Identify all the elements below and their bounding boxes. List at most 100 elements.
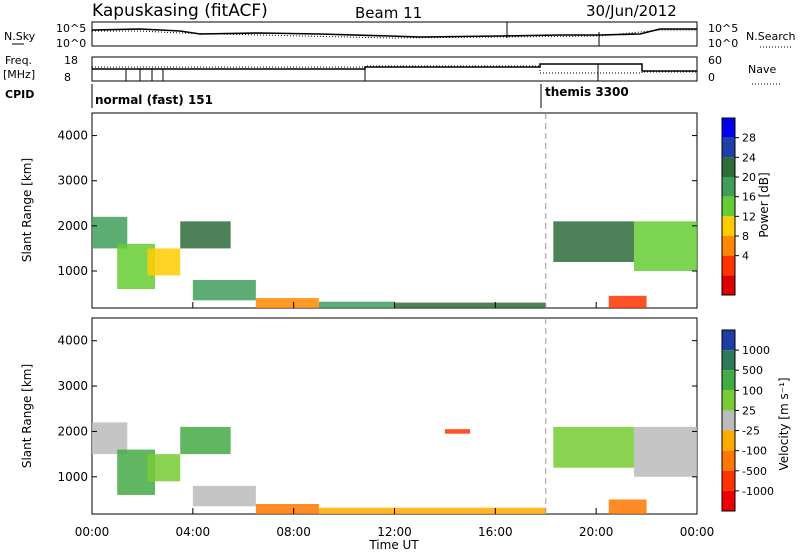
power-colorbar-tick: 12 [742,210,756,223]
power-colorbar-tick: 24 [742,151,756,164]
velocity-colorbar-tick: -1000 [742,485,774,498]
x-tick-label: 00:00 [75,525,110,539]
velocity-plot-frame [91,317,698,515]
velocity-colorbar: 1000 500 100 25 -25 -100 -500 -1000 Velocity [m… [721,329,791,512]
power-region-2 [147,248,181,276]
power-ylabel: Slant Range [km] [20,158,34,262]
x-tick-label: 12:00 [377,525,412,539]
velocity-colorbar-swatch [722,490,735,511]
power-region-7 [394,302,546,308]
velocity-colorbar-swatch [722,390,735,411]
power-colorbar-swatch [722,118,735,138]
power-colorbar-tick: 28 [742,132,756,145]
power-plot-frame [91,112,698,309]
power-colorbar-frame [721,117,736,296]
velocity-region-6 [318,507,546,514]
x-tick-label: 00:00 [680,525,715,539]
velocity-region-3 [180,426,231,455]
velocity-colorbar-swatch [722,470,735,491]
freq-label: Freq. [5,54,32,67]
freq-tick-bottom: 8 [64,71,71,84]
power-region-10 [633,221,697,271]
velocity-colorbar-swatch [722,370,735,391]
power-region-9 [608,295,647,308]
x-tick-label: 16:00 [478,525,513,539]
velocity-colorbar-tick: 100 [742,384,763,397]
x-tick-label: 20:00 [579,525,614,539]
velocity-colorbar-swatch [722,330,735,351]
velocity-colorbar-tick: 500 [742,364,763,377]
power-colorbar-tick: 4 [742,250,749,263]
nave-tick-bottom: 0 [708,71,715,84]
velocity-region-5 [255,504,319,514]
velocity-colorbar-tick: 25 [742,404,756,417]
nsky-tick-top: 10^5 [56,22,86,35]
date-title: 30/Jun/2012 [586,2,677,20]
nsky-panel [91,21,698,47]
cpid-mode-1: normal (fast) 151 [95,93,213,107]
power-region-0 [92,216,128,249]
power-colorbar-tick: 20 [742,171,756,184]
velocity-colorbar-tick: -25 [742,425,760,438]
x-axis-label: Time UT [368,538,419,552]
velocity-ytick-label: 3000 [57,379,88,393]
nsearch-label: N.Search [746,30,796,43]
power-colorbar-swatch [722,275,735,295]
power-ytick-label: 2000 [57,219,88,233]
power-colorbar-swatch [722,216,735,236]
velocity-colorbar-label: Velocity [m s⁻¹] [777,377,791,470]
power-colorbar: 28 24 20 16 12 8 4 Power [dB] [721,117,771,296]
power-colorbar-swatch [722,236,735,256]
cpid-label: CPID [5,88,34,101]
velocity-ytick-label: 2000 [57,424,88,438]
velocity-colorbar-tick: -100 [742,445,767,458]
power-colorbar-label: Power [dB] [757,172,771,237]
power-colorbar-swatch [722,196,735,217]
freq-unit: [MHz] [3,68,35,81]
power-colorbar-swatch [722,157,735,177]
nsearch-tick-bottom: 10^0 [708,37,738,50]
x-tick-label: 08:00 [276,525,311,539]
power-region-4 [192,280,256,301]
power-colorbar-tick: 16 [742,191,756,204]
velocity-region-4 [192,485,256,507]
nsky-trace [91,28,697,38]
beam-title: Beam 11 [355,4,422,22]
velocity-region-9 [608,499,647,514]
velocity-region-0 [92,422,128,455]
power-region-5 [255,298,319,308]
power-region-3 [180,221,231,249]
x-tick-label: 04:00 [176,525,211,539]
velocity-ytick-label: 1000 [57,470,88,484]
velocity-colorbar-tick: -500 [742,465,767,478]
cpid-mode-2: themis 3300 [545,85,629,99]
power-colorbar-swatch [722,177,735,197]
power-heatmap: 1000 2000 3000 4000 Slant Range [km] [20,112,698,309]
velocity-region-8 [553,426,634,468]
velocity-colorbar-swatch [722,450,735,471]
velocity-colorbar-tick: 1000 [742,344,770,357]
velocity-ytick-label: 4000 [57,334,88,348]
velocity-heatmap: 1000 2000 3000 4000 Slant Range [km] [20,317,698,515]
power-colorbar-swatch [722,137,735,158]
power-ytick-label: 3000 [57,174,88,188]
velocity-colorbar-swatch [722,430,735,451]
power-colorbar-swatch [722,255,735,276]
freq-trace [92,63,697,72]
nsky-label: N.Sky [4,30,36,43]
velocity-region-2 [147,454,181,482]
station-title: Kapuskasing (fitACF) [92,1,268,21]
velocity-colorbar-frame [721,329,736,512]
nave-tick-top: 60 [708,54,722,67]
power-region-8 [553,221,634,262]
nave-label: Nave [748,63,776,76]
freq-tick-top: 18 [64,54,78,67]
velocity-colorbar-swatch [722,350,735,371]
power-ytick-label: 4000 [57,129,88,143]
velocity-region-7 [444,429,471,434]
velocity-colorbar-swatch [722,410,735,431]
nsearch-tick-top: 10^5 [708,22,738,35]
velocity-ylabel: Slant Range [km] [20,364,34,468]
nave-trace [92,65,697,74]
